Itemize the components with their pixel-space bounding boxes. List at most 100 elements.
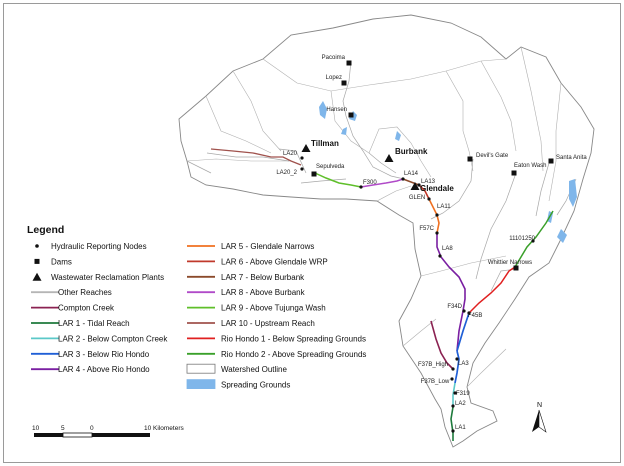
dot-icon [359,185,363,189]
legend-item-label: Dams [51,257,72,266]
node-label: LA14 [404,171,419,177]
dot-icon [467,311,471,315]
plant-label: Burbank [395,147,428,156]
scale-tick-1: 5 [61,425,65,432]
dot-icon [455,357,459,361]
dot-icon [451,404,455,408]
node-marker: F45B [467,311,482,319]
node-marker: LA8 [438,246,453,258]
legend-item: Compton Creek [31,304,115,313]
scale-seg-3 [92,433,150,437]
node-label: F300 [363,180,377,186]
dam-marker: Eaton Wash [511,163,546,176]
square-icon [513,265,519,271]
node-label: LA20_2 [276,170,297,176]
legend-item: Spreading Grounds [186,379,290,390]
legend-item-label: LAR 4 - Above Rio Hondo [58,365,150,374]
legend-item: LAR 10 - Upstream Reach [187,319,315,328]
node-marker: F34D [447,304,466,313]
north-arrow-icon: N [532,402,547,433]
scale-bar: 10 5 0 10 Kilometers [32,425,184,438]
node-label: F45B [468,313,482,319]
legend-item: LAR 6 - Above Glendale WRP [187,257,328,266]
legend-item-label: LAR 1 - Tidal Reach [58,319,130,328]
dot-icon [451,367,455,371]
box-swatch-icon [186,363,216,374]
dam-label: Santa Anita [556,155,587,161]
legend-item-label: Watershed Outline [221,365,288,374]
lar2-reach [452,382,456,407]
dam-marker: Pacoima [322,55,352,66]
legend-item-label: LAR 7 - Below Burbank [221,273,305,282]
legend-item-label: Compton Creek [58,304,115,313]
plants-layer: Tillman Burbank Glendale [301,139,454,193]
dot-icon [417,183,421,187]
square-icon [34,258,40,264]
dot-icon [531,239,535,243]
dot-icon [453,391,457,395]
lar1-reach [450,406,454,441]
scale-seg-2 [62,432,93,438]
legend-item-label: LAR 5 - Glendale Narrows [221,242,314,251]
dam-label: Sepulveda [316,164,345,170]
node-label: F319 [456,391,470,397]
dam-label: Lopez [326,75,342,81]
legend-item: Other Reaches [31,288,112,297]
node-marker: LA20 [283,151,304,160]
node-marker: F37B_High [418,362,455,371]
node-label: F37B_Low [421,379,450,385]
node-marker: GLEN [409,195,431,201]
dot-icon [300,156,304,160]
lar3-reach [454,350,460,384]
node-label: F37B_High [418,362,448,368]
watershed-outline [178,14,595,448]
square-icon [511,170,517,176]
nodes-layer: LA20 LA20_2 F300 LA14 LA13 GLEN LA11 F57C LA8 111… [276,151,536,433]
lar7-reach [402,178,420,186]
legend-item-label: Hydraulic Reporting Nodes [51,242,147,251]
node-marker: LA13 [417,179,436,187]
map-frame: Tillman Burbank Glendale Pacoima Lopez Hanse… [3,3,621,463]
node-label: LA1 [455,425,466,431]
dam-label: Whittier Narrows [488,260,532,266]
node-marker: F300 [359,180,377,189]
node-marker: LA3 [455,357,469,367]
map-canvas: Tillman Burbank Glendale Pacoima Lopez Hanse… [27,14,595,448]
node-label: LA3 [458,361,469,367]
scale-tick-2: 0 [90,425,94,432]
spreading-grounds [319,101,577,243]
legend-item-label: Spreading Grounds [221,381,290,390]
node-marker: 11101250 [509,236,536,243]
dams-layer: Pacoima Lopez Hansen Sepulveda Devil's Gate E… [311,55,587,271]
dot-icon [300,167,304,171]
dam-marker: Santa Anita [548,155,587,164]
rio-hondo-1-confluence [456,312,470,352]
legend-item-label: Other Reaches [58,288,112,297]
legend-title: Legend [27,224,64,236]
node-marker: LA14 [401,171,419,181]
node-marker: LA2 [451,401,466,408]
dam-marker: Sepulveda [311,164,345,177]
triangle-icon [410,182,420,190]
legend-item: Dams [34,257,72,266]
plant-label: Tillman [311,139,339,148]
legend-item-label: LAR 8 - Above Burbank [221,288,306,297]
square-icon [346,60,352,66]
legend-item-label: LAR 6 - Above Glendale WRP [221,257,328,266]
rio-hondo-2-reach [514,210,554,268]
node-label: F57C [419,226,434,232]
node-marker: LA11 [435,204,451,217]
legend-item: LAR 3 - Below Rio Hondo [31,350,150,359]
square-icon [548,158,554,164]
plant-marker: Burbank [384,147,428,162]
lar8-reach [360,178,404,188]
dot-icon [451,429,455,433]
legend-item-label: LAR 10 - Upstream Reach [221,319,315,328]
legend-item-label: LAR 3 - Below Rio Hondo [58,350,150,359]
legend-item-label: Wastewater Reclamation Plants [51,273,164,282]
legend-item: Watershed Outline [186,363,288,374]
scale-tick-0: 10 [32,425,40,432]
legend-item: LAR 4 - Above Rio Hondo [31,365,150,374]
node-marker: F37B_Low [421,377,454,385]
lar9-reach [314,172,362,188]
